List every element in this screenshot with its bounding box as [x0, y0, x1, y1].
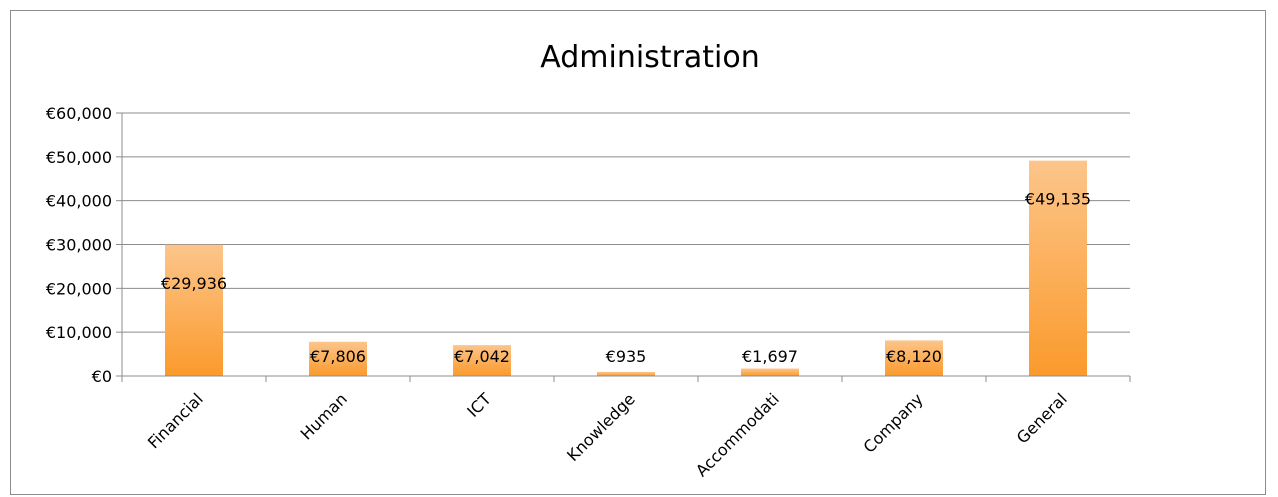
x-tick-label: ICT	[463, 389, 495, 421]
labels: €0 €10,000 €20,000 €30,000 €40,000 €50,000 €60…	[46, 104, 1091, 480]
x-tick-label: General	[1013, 389, 1071, 447]
x-tick-label: Accommodati	[692, 389, 783, 480]
axes	[116, 112, 1131, 382]
y-tick-label: €20,000	[46, 279, 112, 298]
bar	[165, 244, 223, 376]
y-tick-label: €40,000	[46, 192, 112, 211]
data-label: €7,042	[454, 347, 510, 366]
bar	[597, 371, 655, 376]
y-tick-label: €10,000	[46, 323, 112, 342]
x-tick-label: Knowledge	[563, 389, 639, 465]
data-label: €29,936	[161, 274, 227, 293]
data-label: €935	[606, 347, 647, 366]
chart-title: Administration	[540, 40, 760, 75]
gridlines	[122, 112, 1130, 333]
bar	[885, 340, 943, 376]
data-label: €8,120	[886, 347, 942, 366]
bar	[453, 345, 511, 376]
bar	[309, 341, 367, 376]
data-label: €49,135	[1025, 190, 1091, 209]
bars	[165, 160, 1087, 376]
y-tick-label: €50,000	[46, 148, 112, 167]
y-tick-label: €60,000	[46, 104, 112, 123]
y-tick-label: €30,000	[46, 236, 112, 255]
y-tick-label: €0	[92, 367, 112, 386]
x-tick-label: Human	[297, 389, 351, 443]
data-label: €7,806	[310, 347, 366, 366]
x-tick-label: Company	[860, 389, 927, 456]
x-tick-label: Financial	[144, 389, 207, 452]
bar	[1029, 160, 1087, 376]
bar	[741, 368, 799, 376]
data-label: €1,697	[742, 347, 798, 366]
